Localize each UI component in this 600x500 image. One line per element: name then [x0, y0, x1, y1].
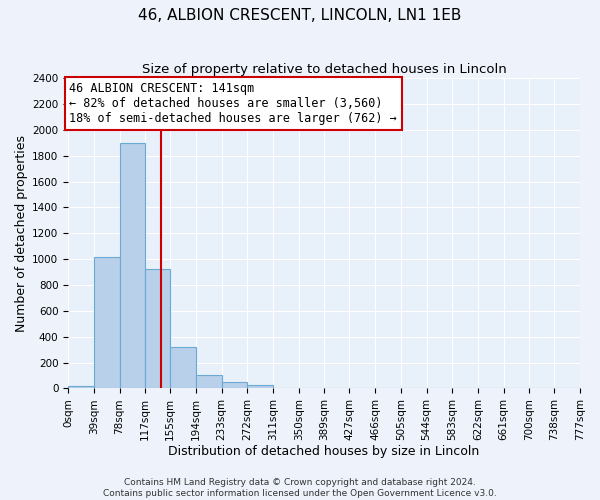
- Bar: [68, 386, 94, 388]
- X-axis label: Distribution of detached houses by size in Lincoln: Distribution of detached houses by size …: [169, 444, 479, 458]
- Bar: [119, 142, 145, 388]
- Text: Contains HM Land Registry data © Crown copyright and database right 2024.
Contai: Contains HM Land Registry data © Crown c…: [103, 478, 497, 498]
- Bar: [145, 270, 170, 388]
- Bar: [221, 382, 247, 388]
- Title: Size of property relative to detached houses in Lincoln: Size of property relative to detached ho…: [142, 62, 506, 76]
- Text: 46 ALBION CRESCENT: 141sqm
← 82% of detached houses are smaller (3,560)
18% of s: 46 ALBION CRESCENT: 141sqm ← 82% of deta…: [70, 82, 397, 125]
- Y-axis label: Number of detached properties: Number of detached properties: [15, 135, 28, 332]
- Bar: [94, 256, 119, 388]
- Bar: [247, 384, 273, 388]
- Bar: [170, 347, 196, 389]
- Bar: [196, 375, 221, 388]
- Text: 46, ALBION CRESCENT, LINCOLN, LN1 1EB: 46, ALBION CRESCENT, LINCOLN, LN1 1EB: [139, 8, 461, 22]
